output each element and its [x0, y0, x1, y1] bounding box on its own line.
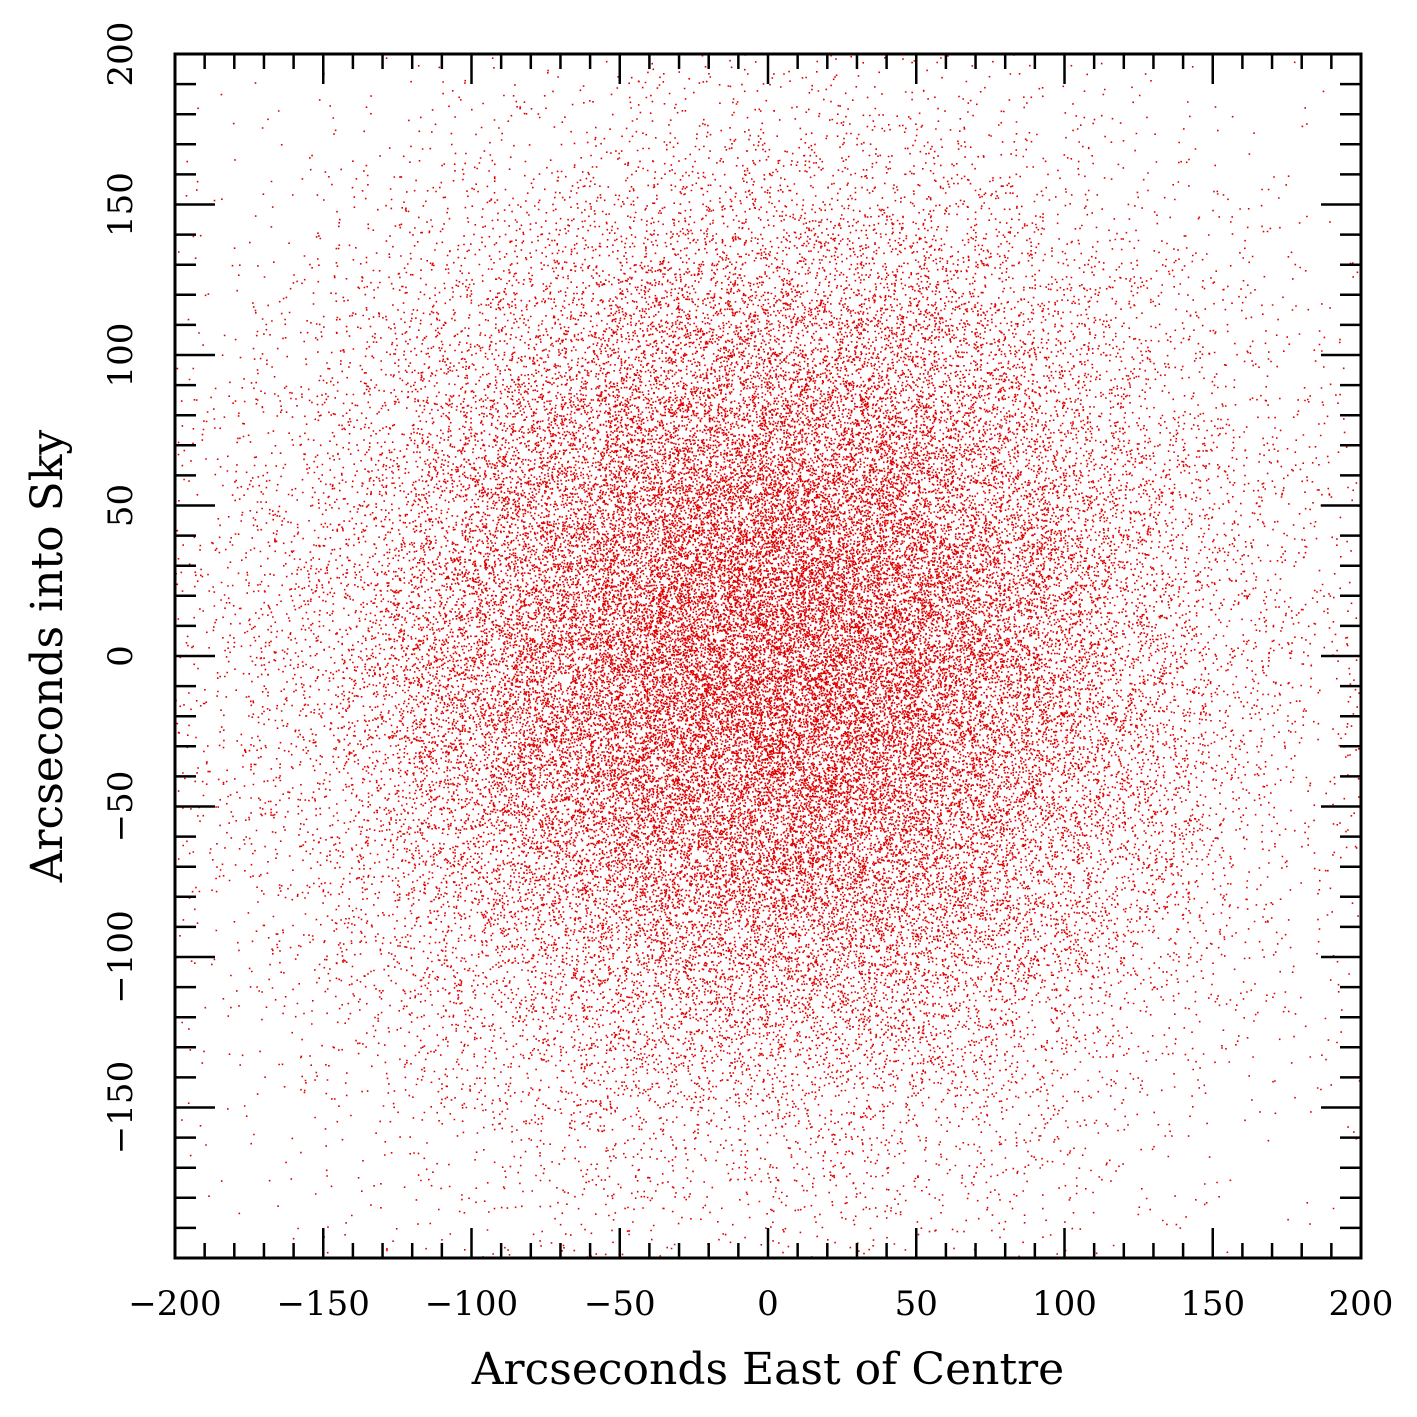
y-tick-label: 0 [101, 645, 141, 667]
x-tick-label: −100 [425, 1284, 518, 1324]
x-tick-label: −200 [128, 1284, 221, 1324]
y-tick-label: −150 [101, 1061, 141, 1154]
x-tick-labels: −200 −150 −100 −50 0 50 100 150 200 [128, 1284, 1393, 1324]
x-tick-label: 150 [1180, 1284, 1245, 1324]
x-axis-title: Arcseconds East of Centre [471, 1344, 1064, 1395]
y-tick-label: 100 [101, 323, 141, 388]
x-tick-label: −150 [277, 1284, 370, 1324]
x-tick-label: −50 [584, 1284, 656, 1324]
y-tick-label: 200 [101, 22, 141, 87]
x-tick-label: 100 [1032, 1284, 1097, 1324]
y-axis-title: Arcseconds into Sky [22, 430, 73, 884]
y-tick-label: −100 [101, 910, 141, 1003]
y-tick-label: 50 [101, 484, 141, 527]
y-tick-label: −50 [101, 771, 141, 843]
x-tick-label: 50 [895, 1284, 938, 1324]
x-tick-label: 0 [757, 1284, 779, 1324]
x-tick-label: 200 [1329, 1284, 1394, 1324]
y-tick-label: 150 [101, 172, 141, 237]
